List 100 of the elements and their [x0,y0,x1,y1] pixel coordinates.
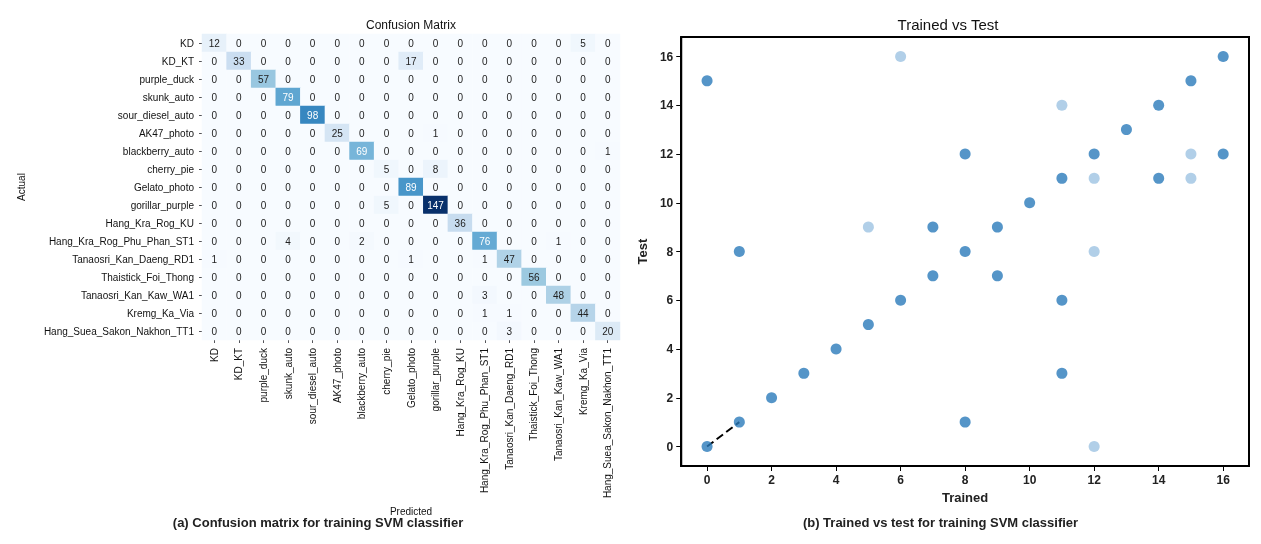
point [1088,246,1100,257]
y-tick-label: 12 [659,147,674,161]
data-label: 0 [580,289,587,301]
data-label: 0 [580,235,587,247]
data-label: 0 [408,199,415,211]
text: (a) Confusion matrix for training SVM classifier [172,515,464,530]
data-label: 4 [285,235,292,247]
data-label: 0 [285,325,292,337]
data-label: 0 [604,55,611,67]
point [991,270,1003,282]
point [1088,148,1100,160]
data-label: 0 [408,73,415,85]
point [1056,294,1068,306]
data-label: 0 [580,91,587,103]
point [766,392,778,404]
data-label: 0 [260,37,267,49]
data-label: 0 [383,289,390,301]
data-label: 0 [481,325,488,337]
data-label: 0 [604,253,611,265]
x-tick-label: Hang_Kra_Rog_Phu_Phan_ST1 [479,347,491,494]
data-label: 0 [457,55,464,67]
data-label: 0 [604,235,611,247]
data-label: 0 [359,253,366,265]
data-label: 5 [383,163,390,175]
data-label: 0 [531,109,538,121]
data-label: 0 [506,73,513,85]
data-label: 0 [334,37,341,49]
data-label: 0 [211,145,218,157]
data-label: 0 [211,325,218,337]
x-tick-label: sour_diesel_auto [307,347,319,425]
x-tick-label: skunk_auto [282,347,294,400]
y-tick-label: gorillar_purple [130,199,195,211]
data-label: 0 [260,253,267,265]
data-label: 0 [211,235,218,247]
data-label: 0 [309,325,316,337]
data-label: 0 [383,217,390,229]
data-label: 0 [604,181,611,193]
x-tick-label: 0 [703,473,711,487]
data-label: 0 [309,55,316,67]
data-label: 0 [531,217,538,229]
data-label: 0 [506,91,513,103]
data-label: 0 [555,163,562,175]
data-label: 0 [309,91,316,103]
point [830,343,842,355]
data-label: 0 [383,37,390,49]
data-label: 0 [604,91,611,103]
data-label: 0 [432,109,439,121]
data-label: 89 [405,181,417,193]
x-tick-label: Kremg_Ka_Via [577,347,589,416]
data-label: 0 [334,253,341,265]
point [895,294,907,306]
point [1056,367,1068,379]
data-label: 0 [236,37,243,49]
data-label: 0 [531,145,538,157]
data-label: 0 [408,289,415,301]
y-tick-label: blackberry_auto [122,145,195,157]
data-label: 0 [457,181,464,193]
data-label: 0 [432,145,439,157]
y-axis-title: Test [635,237,650,265]
point [1024,197,1036,209]
data-label: 0 [359,289,366,301]
y-tick-label: KD_KT [161,55,194,67]
point [959,416,971,428]
point [959,148,971,160]
data-label: 0 [359,91,366,103]
y-tick-label: KD [180,37,194,49]
data-label: 0 [506,289,513,301]
data-label: 0 [555,325,562,337]
x-axis-title: Trained [942,489,989,505]
data-label: 0 [334,55,341,67]
data-label: 0 [285,127,292,139]
data-label: 5 [383,199,390,211]
data-label: 0 [604,307,611,319]
data-label: 0 [285,37,292,49]
data-label: 0 [359,109,366,121]
data-label: 0 [359,37,366,49]
data-label: 0 [260,199,267,211]
data-label: 0 [604,289,611,301]
x-tick-label: 16 [1216,473,1231,487]
data-label: 0 [580,325,587,337]
data-label: 2 [359,235,366,247]
chart-title: Confusion Matrix [365,18,457,32]
data-label: 0 [383,307,390,319]
data-label: 0 [481,73,488,85]
point [1088,441,1100,452]
data-label: 0 [260,217,267,229]
data-label: 0 [506,235,513,247]
x-tick-label: Hang_Kra_Rog_KU [454,348,466,437]
point [701,75,713,87]
point [701,441,713,452]
data-label: 0 [531,235,538,247]
data-label: 0 [580,181,587,193]
data-label: 0 [531,289,538,301]
x-tick-label: Thaistick_Foi_Thong [528,348,540,441]
data-label: 0 [236,127,243,139]
data-label: 47 [503,253,516,265]
data-label: 0 [555,91,562,103]
y-tick-label: Gelato_photo [133,181,195,193]
data-label: 0 [334,91,341,103]
data-label: 0 [383,253,390,265]
